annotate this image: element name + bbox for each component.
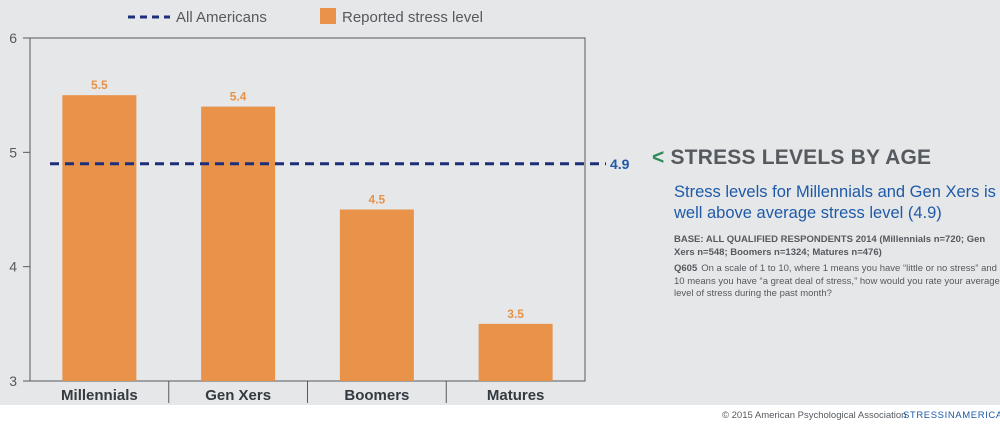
bar-value-label: 4.5 [369,193,386,207]
bar [478,323,553,381]
side-title: < STRESS LEVELS BY AGE [652,146,994,170]
y-tick-label: 3 [9,373,17,389]
category-label: Matures [487,387,545,404]
y-tick-label: 6 [9,30,17,46]
stress-bar-chart: 3 4 5 6 5.5 Millennials 5.4 Gen Xers 4.5 Boomers 3… [9,8,630,404]
category-label: Boomers [344,387,409,404]
legend-reference-label: All Americans [176,9,267,26]
bar [62,95,137,382]
base-note: BASE: ALL QUALIFIED RESPONDENTS 2014 (Mi… [674,234,986,258]
bar-value-label: 3.5 [507,307,524,321]
category-label: Gen Xers [205,387,271,404]
legend-bar-label: Reported stress level [342,9,483,26]
y-tick-label: 5 [9,144,17,160]
footer-copyright: © 2015 American Psychological Associatio… [722,410,907,421]
side-title-text: STRESS LEVELS BY AGE [670,146,932,169]
question-text: On a scale of 1 to 10, where 1 means you… [674,263,1000,299]
bar [339,209,414,381]
bar [201,106,276,381]
question-id: Q605 [674,263,698,274]
category-label: Millennials [61,387,138,404]
reference-value-label: 4.9 [610,156,630,172]
y-tick-label: 4 [9,259,17,275]
bar-value-label: 5.5 [91,78,108,92]
bar-value-label: 5.4 [230,90,247,104]
footer-site-link[interactable]: STRESSINAMERICA.ORG [903,410,1000,421]
legend-bar-swatch [320,8,336,24]
arrow-icon: < [652,146,665,169]
question-note: Q605 On a scale of 1 to 10, where 1 means… [674,263,1000,301]
side-subtitle: Stress levels for Millennials and Gen Xe… [674,183,996,222]
